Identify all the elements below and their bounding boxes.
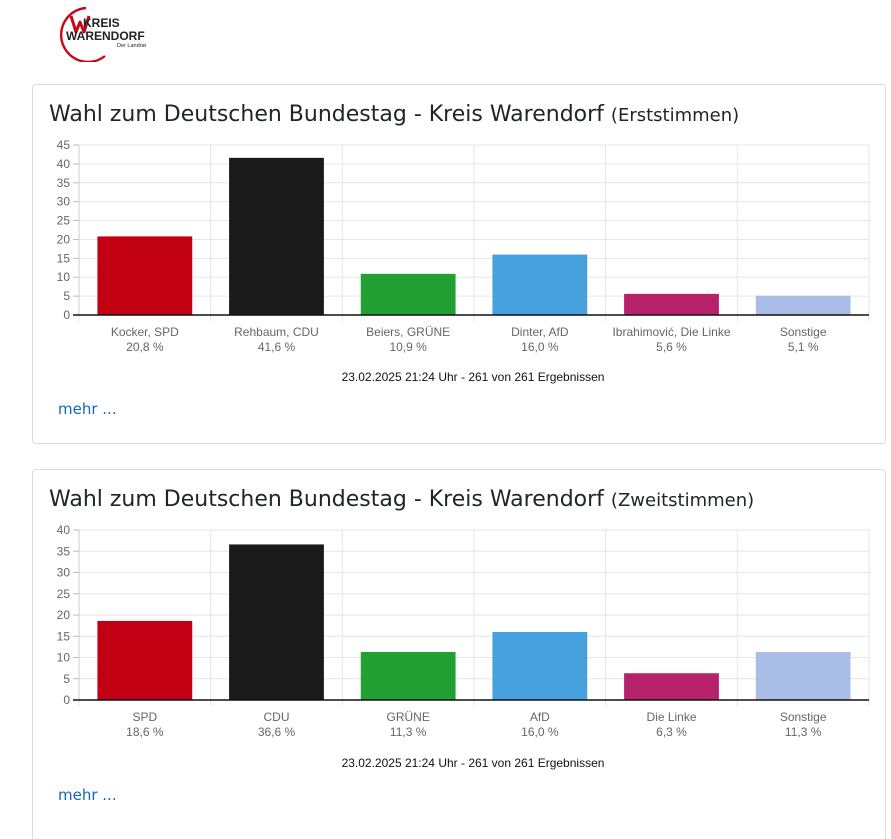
bar[interactable] [755, 651, 851, 700]
bar-value-label: 16,0 % [521, 725, 559, 739]
y-tick-label: 25 [57, 587, 71, 601]
y-tick-label: 40 [57, 157, 71, 171]
y-tick-label: 40 [57, 523, 71, 537]
x-category-label: Sonstige [780, 710, 827, 724]
results-timestamp: 23.02.2025 21:24 Uhr - 261 von 261 Ergeb… [341, 756, 605, 770]
y-tick-label: 5 [63, 289, 70, 303]
y-tick-label: 5 [63, 672, 70, 686]
y-tick-label: 20 [57, 608, 71, 622]
bar-value-label: 10,9 % [389, 340, 427, 354]
card-title-sub: (Zweitstimmen) [610, 490, 755, 511]
y-tick-label: 0 [63, 308, 70, 322]
y-tick-label: 20 [57, 232, 71, 246]
bar[interactable] [97, 620, 193, 700]
logo-graphic: KREIS WARENDORF Der Landrat [59, 6, 147, 64]
results-timestamp: 23.02.2025 21:24 Uhr - 261 von 261 Ergeb… [341, 370, 605, 384]
bar[interactable] [360, 273, 456, 315]
logo-w-mark [69, 15, 91, 34]
bar[interactable] [492, 254, 588, 315]
bar-value-label: 6,3 % [656, 725, 687, 739]
card-title-sub: (Erststimmen) [610, 105, 740, 126]
bar[interactable] [97, 236, 193, 315]
y-tick-label: 30 [57, 195, 71, 209]
y-tick-label: 15 [57, 251, 71, 265]
card-title-main: Wahl zum Deutschen Bundestag - Kreis War… [49, 102, 604, 127]
y-tick-label: 35 [57, 544, 71, 558]
kreis-warendorf-logo[interactable]: KREIS WARENDORF Der Landrat [56, 2, 166, 64]
bar[interactable] [360, 651, 456, 700]
x-category-label: AfD [530, 710, 550, 724]
logo-line-2: WARENDORF [66, 29, 145, 43]
y-tick-label: 25 [57, 214, 71, 228]
bar-value-label: 11,3 % [785, 725, 822, 739]
more-link[interactable]: mehr ... [58, 400, 117, 418]
y-tick-label: 10 [57, 651, 71, 665]
bar-value-label: 5,1 % [788, 340, 819, 354]
more-link[interactable]: mehr ... [58, 786, 117, 804]
y-tick-label: 30 [57, 566, 71, 580]
y-tick-label: 15 [57, 629, 71, 643]
bar[interactable] [624, 673, 719, 700]
x-category-label: Dinter, AfD [511, 325, 569, 339]
card-title: Wahl zum Deutschen Bundestag - Kreis War… [49, 487, 754, 512]
bar[interactable] [229, 544, 324, 700]
y-tick-label: 0 [63, 693, 70, 707]
bar-value-label: 36,6 % [258, 725, 296, 739]
x-category-label: Die Linke [646, 710, 696, 724]
card-title: Wahl zum Deutschen Bundestag - Kreis War… [49, 102, 739, 127]
bar[interactable] [492, 632, 588, 700]
x-category-label: Beiers, GRÜNE [366, 325, 450, 339]
bar-value-label: 5,6 % [656, 340, 687, 354]
logo-arc [59, 6, 106, 64]
x-category-label: SPD [132, 710, 157, 724]
erststimmen-card: Wahl zum Deutschen Bundestag - Kreis War… [32, 84, 886, 444]
bar-value-label: 20,8 % [126, 340, 164, 354]
zweitstimmen-card: Wahl zum Deutschen Bundestag - Kreis War… [32, 469, 886, 839]
card-title-main: Wahl zum Deutschen Bundestag - Kreis War… [49, 487, 604, 512]
logo-line-1: KREIS [83, 16, 120, 30]
x-category-label: Kocker, SPD [111, 325, 179, 339]
bar[interactable] [755, 295, 851, 315]
bar[interactable] [229, 157, 324, 315]
bar-value-label: 41,6 % [258, 340, 296, 354]
bar-value-label: 16,0 % [521, 340, 559, 354]
x-category-label: Ibrahimović, Die Linke [612, 325, 730, 339]
x-category-label: Rehbaum, CDU [234, 325, 319, 339]
bar-value-label: 11,3 % [390, 725, 427, 739]
x-category-label: Sonstige [780, 325, 827, 339]
y-tick-label: 10 [57, 270, 71, 284]
logo-line-3: Der Landrat [117, 43, 147, 49]
y-tick-label: 35 [57, 176, 71, 190]
bar-value-label: 18,6 % [126, 725, 164, 739]
y-tick-label: 45 [57, 138, 71, 152]
x-category-label: GRÜNE [386, 710, 429, 724]
x-category-label: CDU [264, 710, 290, 724]
bar[interactable] [624, 293, 719, 315]
